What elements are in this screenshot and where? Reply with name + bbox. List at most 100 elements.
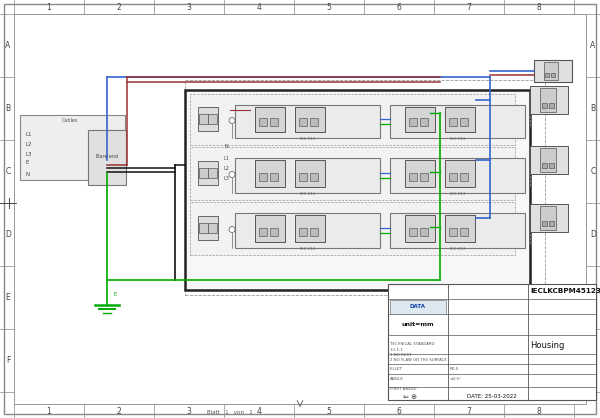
Bar — [388, 284, 596, 400]
Text: N: N — [224, 145, 228, 150]
Text: E: E — [5, 293, 10, 302]
Text: L3: L3 — [26, 153, 32, 158]
Bar — [208, 222, 217, 232]
Bar — [310, 173, 318, 181]
Bar — [460, 173, 468, 181]
Text: A: A — [5, 41, 11, 50]
Bar — [390, 300, 446, 314]
Bar — [390, 213, 525, 248]
Text: Housing: Housing — [530, 341, 565, 349]
Bar — [295, 215, 325, 242]
Bar — [310, 118, 318, 126]
Text: Blatt   1   von   1: Blatt 1 von 1 — [207, 410, 253, 415]
Bar — [270, 173, 278, 181]
Text: B: B — [590, 104, 596, 113]
Bar — [420, 173, 428, 181]
Text: 4: 4 — [257, 406, 262, 415]
Bar — [270, 118, 278, 126]
Text: ANGLE: ANGLE — [390, 377, 404, 381]
Bar — [405, 160, 435, 187]
Text: TECHNICAL STANDARD: TECHNICAL STANDARD — [390, 342, 434, 346]
Bar — [540, 206, 556, 230]
Text: DATE: 25-03-2022: DATE: 25-03-2022 — [467, 395, 517, 400]
Text: ⇐ ⊕: ⇐ ⊕ — [403, 394, 417, 400]
Bar — [199, 168, 208, 178]
Circle shape — [229, 171, 235, 178]
Bar — [235, 105, 380, 138]
Bar — [310, 228, 318, 236]
Text: Bare end: Bare end — [96, 155, 118, 160]
Bar — [299, 118, 307, 126]
Bar — [449, 118, 457, 126]
Text: L1: L1 — [223, 155, 229, 161]
Bar — [255, 160, 285, 187]
Bar — [405, 107, 435, 132]
Text: 6: 6 — [397, 406, 401, 415]
Bar — [208, 114, 217, 123]
Text: 4: 4 — [257, 3, 262, 13]
Text: D: D — [590, 230, 596, 239]
Text: L2: L2 — [223, 166, 229, 171]
Bar — [530, 146, 568, 174]
Text: IEC C13: IEC C13 — [301, 137, 316, 141]
Text: DATA: DATA — [410, 304, 426, 309]
Text: 6: 6 — [397, 3, 401, 13]
Text: IEC C13: IEC C13 — [301, 247, 316, 251]
Text: E: E — [26, 161, 29, 166]
Bar — [405, 215, 435, 242]
Bar — [20, 115, 125, 180]
Text: IEC C13: IEC C13 — [301, 192, 316, 196]
Bar — [409, 173, 417, 181]
Bar — [549, 103, 554, 108]
Text: C: C — [590, 167, 596, 176]
Text: L2: L2 — [26, 143, 32, 148]
Bar — [534, 60, 572, 82]
Text: 8: 8 — [536, 3, 541, 13]
Text: 3: 3 — [187, 406, 191, 415]
Bar — [259, 118, 267, 126]
Bar — [255, 107, 285, 132]
Text: 5: 5 — [326, 406, 331, 415]
Bar — [255, 215, 285, 242]
Text: D: D — [5, 230, 11, 239]
Bar — [530, 204, 568, 232]
Bar — [190, 202, 515, 255]
Bar — [299, 228, 307, 236]
Bar — [445, 160, 475, 187]
Bar — [460, 228, 468, 236]
Bar — [545, 73, 549, 77]
Text: 2: 2 — [116, 406, 121, 415]
Text: 7: 7 — [467, 406, 472, 415]
Circle shape — [229, 117, 235, 123]
Text: N: N — [26, 171, 30, 176]
Bar — [551, 73, 555, 77]
Bar — [420, 118, 428, 126]
Bar — [208, 168, 217, 178]
Bar — [542, 163, 547, 168]
Bar — [259, 228, 267, 236]
Bar — [445, 215, 475, 242]
Text: ±0.5°: ±0.5° — [450, 377, 462, 381]
Bar — [295, 107, 325, 132]
Text: F: F — [591, 356, 595, 365]
Bar — [460, 118, 468, 126]
Bar — [449, 228, 457, 236]
Text: R0.5: R0.5 — [450, 367, 460, 371]
Bar — [88, 130, 126, 185]
Text: 1: 1 — [47, 406, 52, 415]
Text: 1:1:1:1: 1:1:1:1 — [390, 348, 404, 352]
Text: FIRST ANGLE: FIRST ANGLE — [390, 387, 417, 391]
Bar — [540, 88, 556, 112]
Bar — [542, 103, 547, 108]
Bar — [409, 228, 417, 236]
Text: B: B — [5, 104, 11, 113]
Text: FILLET: FILLET — [390, 367, 403, 371]
Bar — [259, 173, 267, 181]
Bar — [409, 118, 417, 126]
Bar — [449, 173, 457, 181]
Text: E: E — [590, 293, 595, 302]
Bar — [199, 222, 208, 232]
Bar — [270, 228, 278, 236]
Circle shape — [229, 227, 235, 232]
Text: F: F — [6, 356, 10, 365]
